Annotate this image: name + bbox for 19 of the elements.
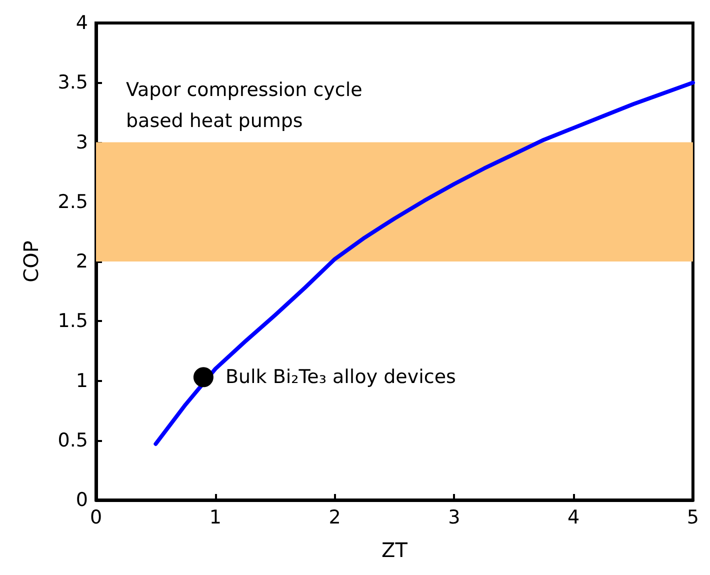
y-axis-title: COP [19,240,43,282]
y-tick-label: 0.5 [58,429,88,452]
y-tick-label: 2 [76,250,88,272]
y-tick-label: 1 [76,370,88,392]
y-tick-label: 2.5 [58,190,88,213]
y-tick-label: 4 [76,12,88,34]
x-axis-title: ZT [382,538,408,562]
x-tick-label: 5 [686,506,700,528]
annotation: Bulk Bi₂Te₃ alloy devices [225,366,456,388]
x-tick-label: 0 [90,506,102,528]
y-tick-label: 1.5 [58,310,88,332]
y-tick-label: 3 [76,131,88,154]
band-label: Vapor compression cycle based heat pumps [126,78,368,132]
x-tick-label: 3 [448,506,460,528]
y-tick-label: 0 [76,489,88,511]
x-tick-label: 2 [328,506,341,528]
y-tick-label: 3.5 [58,72,88,94]
x-tick-label: 4 [568,506,580,528]
x-tick-label: 1 [209,506,222,528]
